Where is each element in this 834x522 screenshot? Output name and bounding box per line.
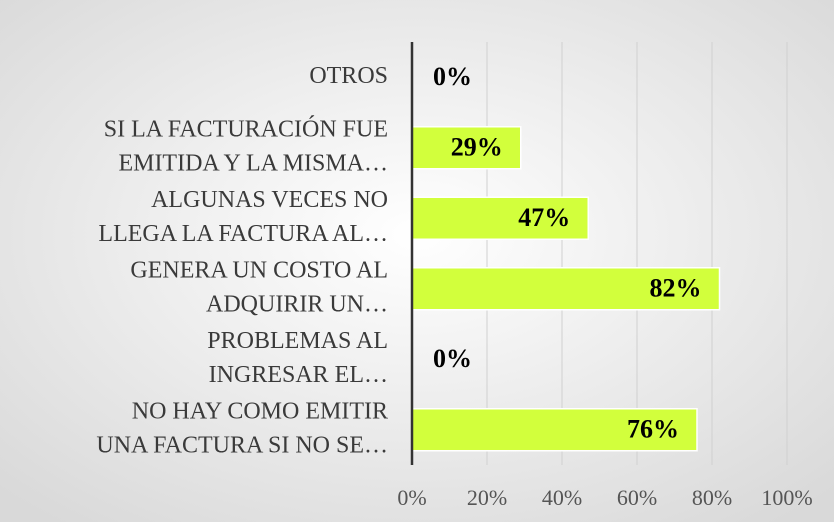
x-tick-label: 100% <box>761 485 812 510</box>
y-tick-label: INGRESAR EL… <box>209 362 388 388</box>
y-tick-label: LLEGA LA FACTURA AL… <box>98 221 388 247</box>
bar <box>411 267 721 311</box>
y-tick-label: NO HAY COMO EMITIR <box>132 398 388 424</box>
x-tick-label: 0% <box>397 485 426 510</box>
data-label: 82% <box>650 274 702 303</box>
bar <box>411 408 698 452</box>
y-tick-label: ADQUIRIR UN… <box>206 291 388 317</box>
data-label: 47% <box>518 203 570 232</box>
x-tick-label: 20% <box>467 485 507 510</box>
data-label: 29% <box>451 133 503 162</box>
data-label: 0% <box>433 344 472 373</box>
y-tick-label: PROBLEMAS AL <box>207 328 388 354</box>
data-label: 0% <box>433 62 472 91</box>
y-tick-label: EMITIDA Y LA MISMA… <box>118 150 388 176</box>
data-label: 76% <box>627 415 679 444</box>
y-tick-label: ALGUNAS VECES NO <box>151 187 388 213</box>
bar <box>411 196 589 240</box>
y-tick-label: UNA FACTURA SI NO SE… <box>96 432 388 458</box>
x-tick-label: 60% <box>617 485 657 510</box>
x-tick-label: 80% <box>692 485 732 510</box>
y-tick-label: GENERA UN COSTO AL <box>130 257 388 283</box>
y-tick-label: OTROS <box>309 63 388 89</box>
y-tick-label: SI LA FACTURACIÓN FUE <box>104 115 388 142</box>
x-tick-label: 40% <box>542 485 582 510</box>
